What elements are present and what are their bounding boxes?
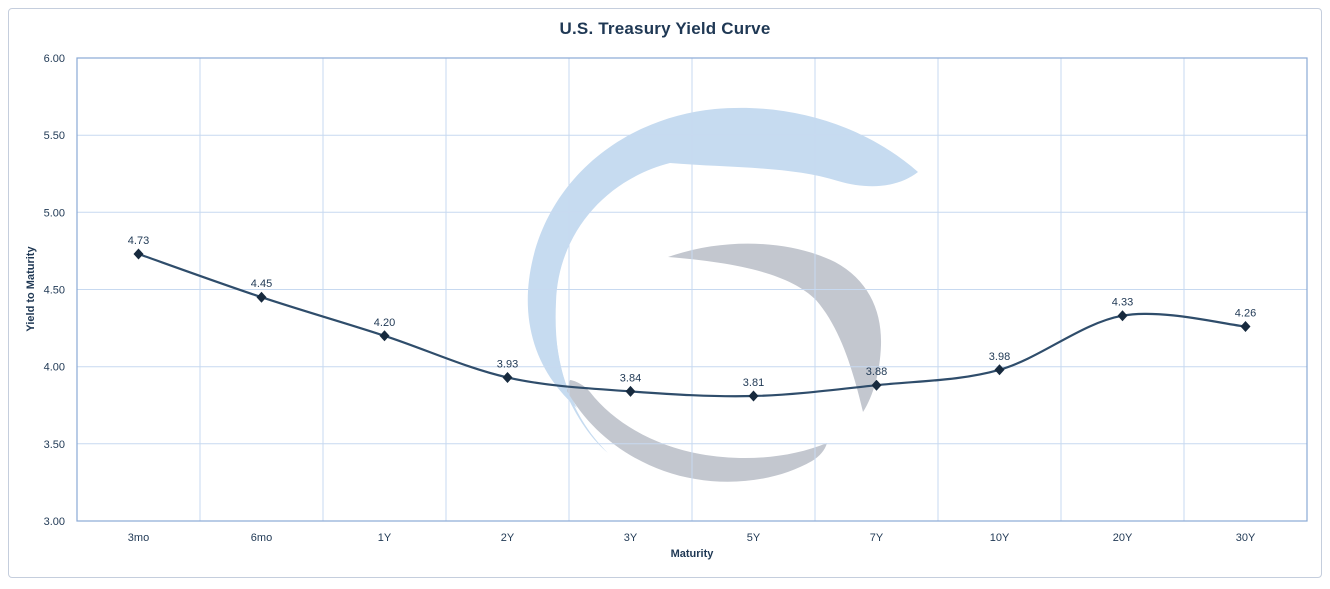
watermark-swoosh-blue-sliver xyxy=(549,337,608,453)
data-point-marker xyxy=(748,390,759,402)
data-point-label: 3.88 xyxy=(866,366,887,378)
data-point-label: 4.45 xyxy=(251,278,272,290)
y-tick-label: 4.50 xyxy=(44,285,65,297)
data-point-label: 3.81 xyxy=(743,377,764,389)
series-line xyxy=(137,252,1247,398)
data-point-marker xyxy=(379,330,390,342)
y-axis-title: Yield to Maturity xyxy=(25,246,37,332)
data-point-marker xyxy=(871,379,882,391)
data-point-label: 4.20 xyxy=(374,317,395,329)
x-category-label: 2Y xyxy=(501,532,515,544)
x-category-label: 3Y xyxy=(624,532,638,544)
y-tick-label: 3.00 xyxy=(44,516,65,528)
y-tick-label: 5.50 xyxy=(44,130,65,142)
data-point-marker xyxy=(994,364,1005,376)
y-tick-label: 6.00 xyxy=(44,53,65,65)
y-tick-label: 5.00 xyxy=(44,207,65,219)
watermark-swoosh-gray-upper xyxy=(668,243,882,412)
data-point-label: 4.26 xyxy=(1235,308,1256,320)
x-category-label: 6mo xyxy=(251,532,272,544)
x-category-label: 30Y xyxy=(1236,532,1256,544)
data-point-label: 4.33 xyxy=(1112,297,1133,309)
x-category-label: 3mo xyxy=(128,532,149,544)
data-point-marker xyxy=(256,291,267,303)
y-tick-label: 3.50 xyxy=(44,439,65,451)
data-point-label: 3.84 xyxy=(620,372,641,384)
x-category-label: 7Y xyxy=(870,532,884,544)
data-point-marker xyxy=(133,248,144,260)
plot-border xyxy=(76,57,1308,522)
data-point-marker xyxy=(1117,310,1128,322)
x-category-label: 10Y xyxy=(990,532,1010,544)
data-point-marker xyxy=(625,385,636,397)
chart-title: U.S. Treasury Yield Curve xyxy=(559,19,771,38)
data-point-marker xyxy=(502,372,513,383)
x-category-label: 1Y xyxy=(378,532,392,544)
watermark-swoosh-gray-lower xyxy=(567,380,827,482)
data-point-marker xyxy=(1240,321,1251,332)
data-point-label: 3.93 xyxy=(497,359,518,371)
y-tick-label: 4.00 xyxy=(44,362,65,374)
x-category-label: 5Y xyxy=(747,532,761,544)
data-point-label: 3.98 xyxy=(989,351,1010,363)
x-category-label: 20Y xyxy=(1113,532,1133,544)
data-point-label: 4.73 xyxy=(128,235,149,247)
x-axis-title: Maturity xyxy=(670,548,714,560)
